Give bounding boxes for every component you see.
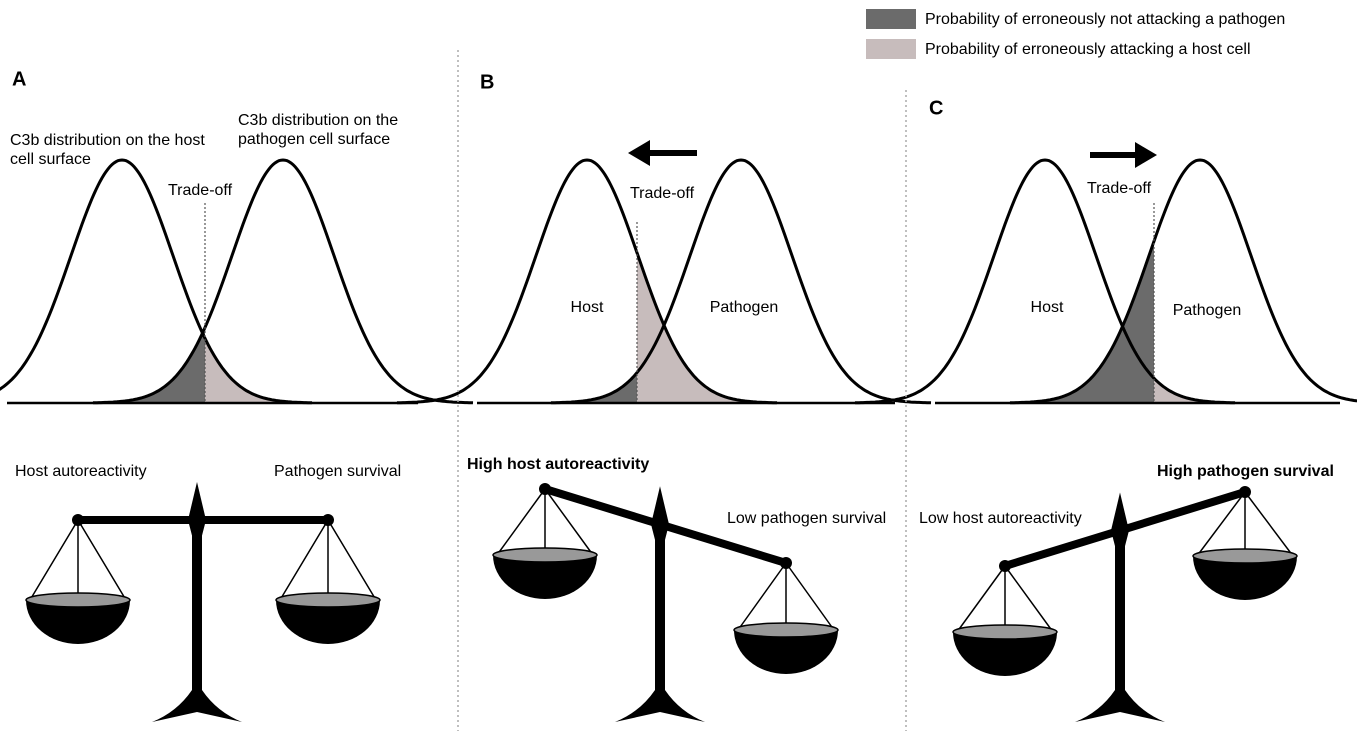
pan	[276, 600, 380, 644]
host-curve	[0, 158, 313, 405]
pivot	[651, 486, 669, 560]
pan-rim	[25, 592, 131, 608]
panel-label: C	[929, 97, 943, 119]
shade-pathogen	[30, 327, 205, 403]
string	[785, 562, 835, 631]
pivot	[1111, 492, 1129, 566]
string	[544, 488, 594, 556]
legend-label: Probability of erroneously not attacking…	[925, 11, 1285, 28]
tradeoff-label: Trade-off	[630, 185, 695, 202]
pan-rim	[1192, 548, 1298, 564]
scale-label: High pathogen survival	[1157, 463, 1334, 480]
hinge	[999, 560, 1011, 572]
tradeoff-label: Trade-off	[1087, 180, 1152, 197]
host-label: Host	[571, 299, 604, 316]
pivot	[188, 482, 206, 555]
legend-label: Probability of erroneously attacking a h…	[925, 41, 1251, 58]
shade-host	[205, 338, 408, 403]
host-curve	[396, 158, 778, 405]
post	[152, 520, 242, 722]
string	[956, 565, 1006, 633]
string	[29, 519, 79, 601]
pan	[734, 630, 838, 674]
string	[496, 488, 546, 556]
pan	[493, 555, 597, 599]
hinge	[322, 514, 334, 526]
hinge	[1239, 486, 1251, 498]
pathogen-label: Pathogen	[710, 299, 779, 316]
pan	[26, 600, 130, 644]
host-curve	[854, 158, 1236, 405]
legend-swatch	[866, 9, 916, 29]
string	[1196, 491, 1246, 557]
tradeoff-label: Trade-off	[168, 182, 233, 199]
string	[1244, 491, 1294, 557]
panel-label: B	[480, 71, 494, 93]
panel-label: A	[12, 68, 26, 90]
pan-rim	[952, 624, 1058, 640]
scale-label: Low host autoreactivity	[919, 510, 1082, 527]
string	[737, 562, 787, 631]
pan-rim	[733, 622, 839, 638]
pan-rim	[275, 592, 381, 608]
scale-label: Pathogen survival	[274, 463, 401, 480]
scale-label: High host autoreactivity	[467, 456, 649, 473]
post	[615, 524, 705, 722]
pathogen-curve	[550, 158, 932, 405]
string	[77, 519, 127, 601]
scale-label: Low pathogen survival	[727, 510, 886, 527]
legend-swatch	[866, 39, 916, 59]
arrow-head	[1135, 142, 1157, 168]
string	[1004, 565, 1054, 633]
scale-label: Host autoreactivity	[15, 463, 147, 480]
shade-host	[1154, 378, 1330, 403]
pathogen-curve	[1009, 158, 1357, 405]
arrow-head	[628, 140, 650, 166]
pan	[953, 632, 1057, 676]
shade-host	[637, 252, 885, 403]
pathogen-label: C3b distribution on the	[238, 112, 398, 129]
shade-pathogen	[500, 372, 637, 403]
pan-rim	[492, 547, 598, 563]
string	[327, 519, 377, 601]
shapes	[0, 140, 1357, 722]
pathogen-label: Pathogen	[1173, 302, 1242, 319]
hinge	[780, 557, 792, 569]
host-label: C3b distribution on the host	[10, 132, 205, 149]
pathogen-label: pathogen cell surface	[238, 131, 390, 148]
post	[1075, 530, 1165, 722]
hinge	[539, 483, 551, 495]
pathogen-curve	[92, 158, 474, 405]
host-label: cell surface	[10, 151, 91, 168]
hinge	[72, 514, 84, 526]
host-label: Host	[1031, 299, 1064, 316]
pan	[1193, 556, 1297, 600]
string	[279, 519, 329, 601]
